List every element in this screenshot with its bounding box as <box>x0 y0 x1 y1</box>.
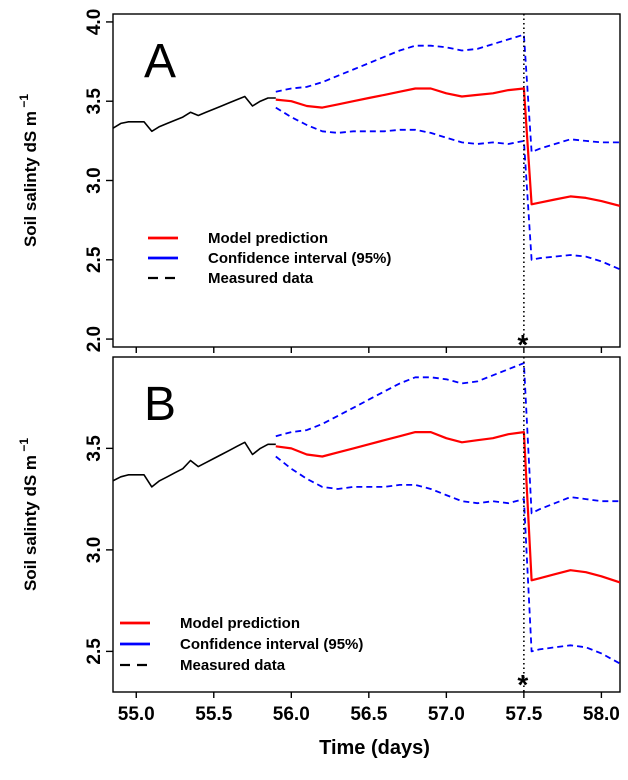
series-line-measured <box>113 441 276 488</box>
y-axis-title: Soil salinty dS m −1 <box>17 94 40 247</box>
y-axis-title-superscript: −1 <box>17 94 31 111</box>
legend-label: Measured data <box>180 657 286 674</box>
y-tick-label: 3.0 <box>84 167 105 193</box>
y-tick-label: 3.5 <box>84 435 105 462</box>
legend: Model prediction Confidence interval (95%… <box>120 615 363 674</box>
x-tick-label: 58.0 <box>583 704 620 725</box>
marker-star: * <box>517 329 528 360</box>
x-tick-label: 57.0 <box>428 704 465 725</box>
series-line-ci-lower <box>275 455 620 665</box>
x-tick-label: 56.0 <box>273 704 310 725</box>
plot-frame <box>112 356 621 693</box>
series-line-measured <box>113 95 276 133</box>
legend-label: Confidence interval (95%) <box>208 250 391 267</box>
x-tick-label: 55.5 <box>195 704 232 725</box>
legend-label: Model prediction <box>180 615 300 632</box>
legend-label: Confidence interval (95%) <box>180 636 363 653</box>
legend-label: Measured data <box>208 270 314 287</box>
legend: Model prediction Confidence interval (95%… <box>148 230 391 287</box>
x-axis-title: Time (days) <box>319 737 430 759</box>
y-tick-label: 2.5 <box>84 246 105 273</box>
x-tick-label: 57.5 <box>505 704 542 725</box>
y-tick-label: 2.5 <box>84 638 105 665</box>
data-layer <box>113 33 620 271</box>
legend-label: Model prediction <box>208 230 328 247</box>
y-axis-title: Soil salinty dS m −1 <box>17 438 40 591</box>
x-tick-label: 55.0 <box>118 704 155 725</box>
series-line-ci-lower <box>275 106 620 271</box>
x-tick-label: 56.5 <box>350 704 387 725</box>
y-axis-title-main: Soil salinty dS m <box>21 455 40 591</box>
data-layer <box>113 362 620 665</box>
series-line-prediction <box>275 431 620 584</box>
y-tick-label: 3.0 <box>84 537 105 563</box>
marker-star: * <box>517 669 528 700</box>
chart-panel-b: 2.5 3.0 3.5 55.0 55.5 56.0 56.5 57.0 57.5 58.0 Tim… <box>17 356 621 759</box>
y-axis-title-main: Soil salinty dS m <box>21 111 40 247</box>
panel-label: A <box>144 35 176 88</box>
series-line-ci-upper <box>275 33 620 153</box>
y-tick-label: 4.0 <box>84 9 105 35</box>
y-axis-title-superscript: −1 <box>17 438 31 455</box>
panel-label: B <box>144 378 176 431</box>
series-line-ci-upper <box>275 362 620 515</box>
y-tick-label: 3.5 <box>84 88 105 115</box>
series-line-prediction <box>275 87 620 207</box>
y-tick-label: 2.0 <box>84 326 105 352</box>
chart-panel-a: 2.0 2.5 3.0 3.5 4.0 Soil salinty dS m −1 A * Mod… <box>17 9 621 360</box>
